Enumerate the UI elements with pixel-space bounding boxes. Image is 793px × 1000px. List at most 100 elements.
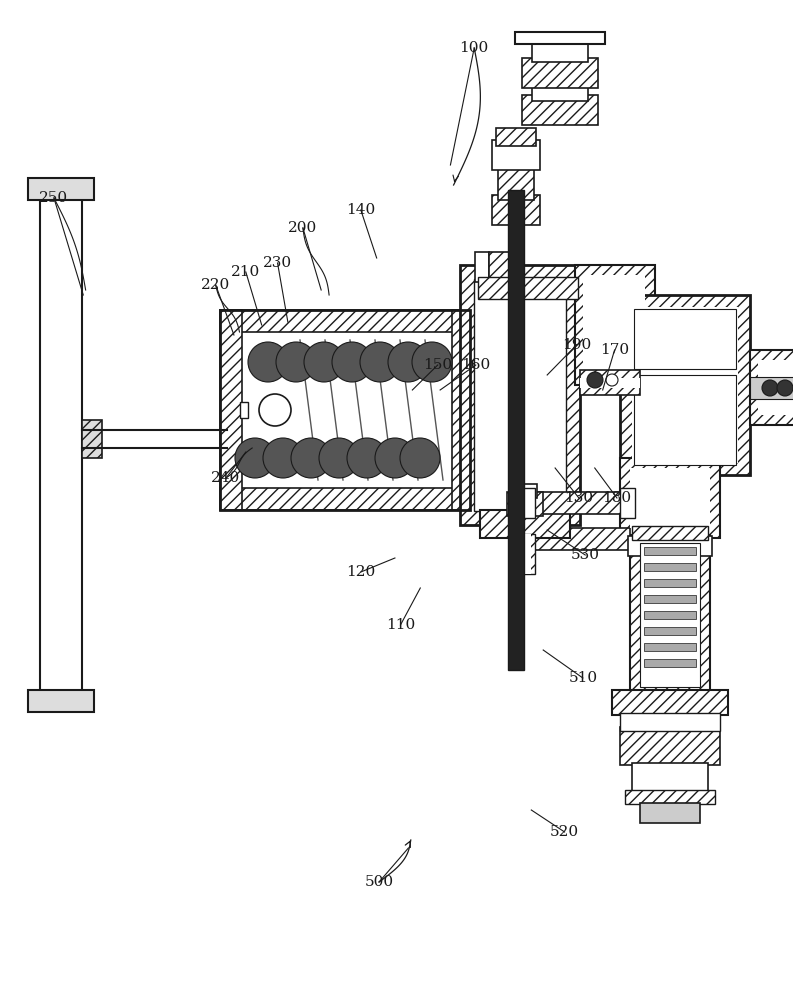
Bar [580, 378, 640, 388]
Bar [82, 420, 102, 458]
Bar [535, 528, 630, 550]
Bar [632, 763, 708, 793]
Bar [28, 690, 94, 712]
Text: 530: 530 [571, 548, 600, 562]
Bar [628, 536, 712, 556]
Bar [498, 165, 534, 200]
Circle shape [332, 342, 372, 382]
Bar [515, 32, 605, 44]
Text: 160: 160 [462, 358, 490, 372]
Bar [40, 185, 82, 695]
Bar [632, 526, 708, 540]
Bar [620, 713, 720, 731]
Bar [489, 252, 513, 282]
Circle shape [259, 394, 291, 426]
Bar [519, 534, 531, 574]
Circle shape [762, 380, 778, 396]
Bar [522, 95, 598, 125]
Circle shape [263, 438, 303, 478]
Bar [634, 375, 736, 465]
Circle shape [606, 374, 618, 386]
Bar [644, 643, 696, 651]
Bar [28, 178, 94, 200]
Bar [583, 275, 645, 375]
Bar [515, 534, 535, 574]
Bar [496, 128, 536, 146]
Bar [532, 40, 588, 62]
Bar [640, 543, 700, 687]
Text: 520: 520 [550, 825, 579, 839]
Text: 250: 250 [40, 191, 68, 205]
Bar [640, 803, 700, 823]
Bar [523, 492, 633, 514]
Circle shape [291, 438, 331, 478]
Bar [520, 488, 535, 518]
Bar [620, 295, 750, 475]
Bar [220, 488, 470, 510]
Bar [644, 563, 696, 571]
Bar [575, 265, 655, 385]
Bar [240, 402, 248, 418]
Circle shape [235, 438, 275, 478]
Text: 140: 140 [347, 203, 375, 217]
Text: 190: 190 [562, 338, 591, 352]
Text: 110: 110 [386, 618, 415, 632]
Bar [474, 279, 566, 511]
Bar [750, 350, 793, 425]
Text: 210: 210 [232, 265, 260, 279]
Bar [220, 310, 242, 510]
Bar [452, 310, 470, 510]
Bar [242, 332, 452, 488]
Bar [644, 627, 696, 635]
Bar [82, 430, 227, 448]
Bar [644, 659, 696, 667]
Bar [507, 492, 543, 516]
Bar [478, 277, 578, 299]
Bar [480, 510, 570, 538]
Bar [620, 727, 720, 765]
Circle shape [388, 342, 428, 382]
Bar [644, 579, 696, 587]
Circle shape [276, 342, 316, 382]
Circle shape [304, 342, 344, 382]
Circle shape [248, 342, 288, 382]
Bar [492, 140, 540, 170]
Bar [634, 309, 736, 369]
Text: 510: 510 [569, 671, 597, 685]
Circle shape [360, 342, 400, 382]
Text: 240: 240 [212, 471, 240, 485]
Circle shape [412, 342, 452, 382]
Bar [475, 252, 489, 282]
Bar [492, 195, 540, 225]
Bar [758, 360, 793, 415]
Bar [632, 307, 738, 463]
Bar [630, 535, 710, 695]
Bar [620, 488, 635, 518]
Text: 220: 220 [201, 278, 230, 292]
Bar [220, 310, 470, 332]
Circle shape [587, 372, 603, 388]
Bar [644, 547, 696, 555]
Bar [513, 484, 537, 498]
Bar [478, 260, 513, 275]
Bar [644, 611, 696, 619]
Text: 230: 230 [263, 256, 292, 270]
Bar [620, 458, 720, 538]
Text: 180: 180 [603, 491, 631, 505]
Circle shape [777, 380, 793, 396]
Bar [580, 370, 640, 395]
Circle shape [375, 438, 415, 478]
Text: 130: 130 [565, 491, 593, 505]
Bar [750, 377, 793, 399]
Circle shape [319, 438, 359, 478]
Bar [508, 190, 524, 670]
Text: 500: 500 [365, 875, 393, 889]
Text: 150: 150 [423, 358, 452, 372]
Bar [612, 690, 728, 715]
Text: 120: 120 [347, 565, 375, 579]
Text: 100: 100 [460, 41, 488, 55]
Text: 170: 170 [600, 343, 629, 357]
Bar [460, 265, 580, 525]
Bar [644, 595, 696, 603]
Text: 200: 200 [289, 221, 317, 235]
